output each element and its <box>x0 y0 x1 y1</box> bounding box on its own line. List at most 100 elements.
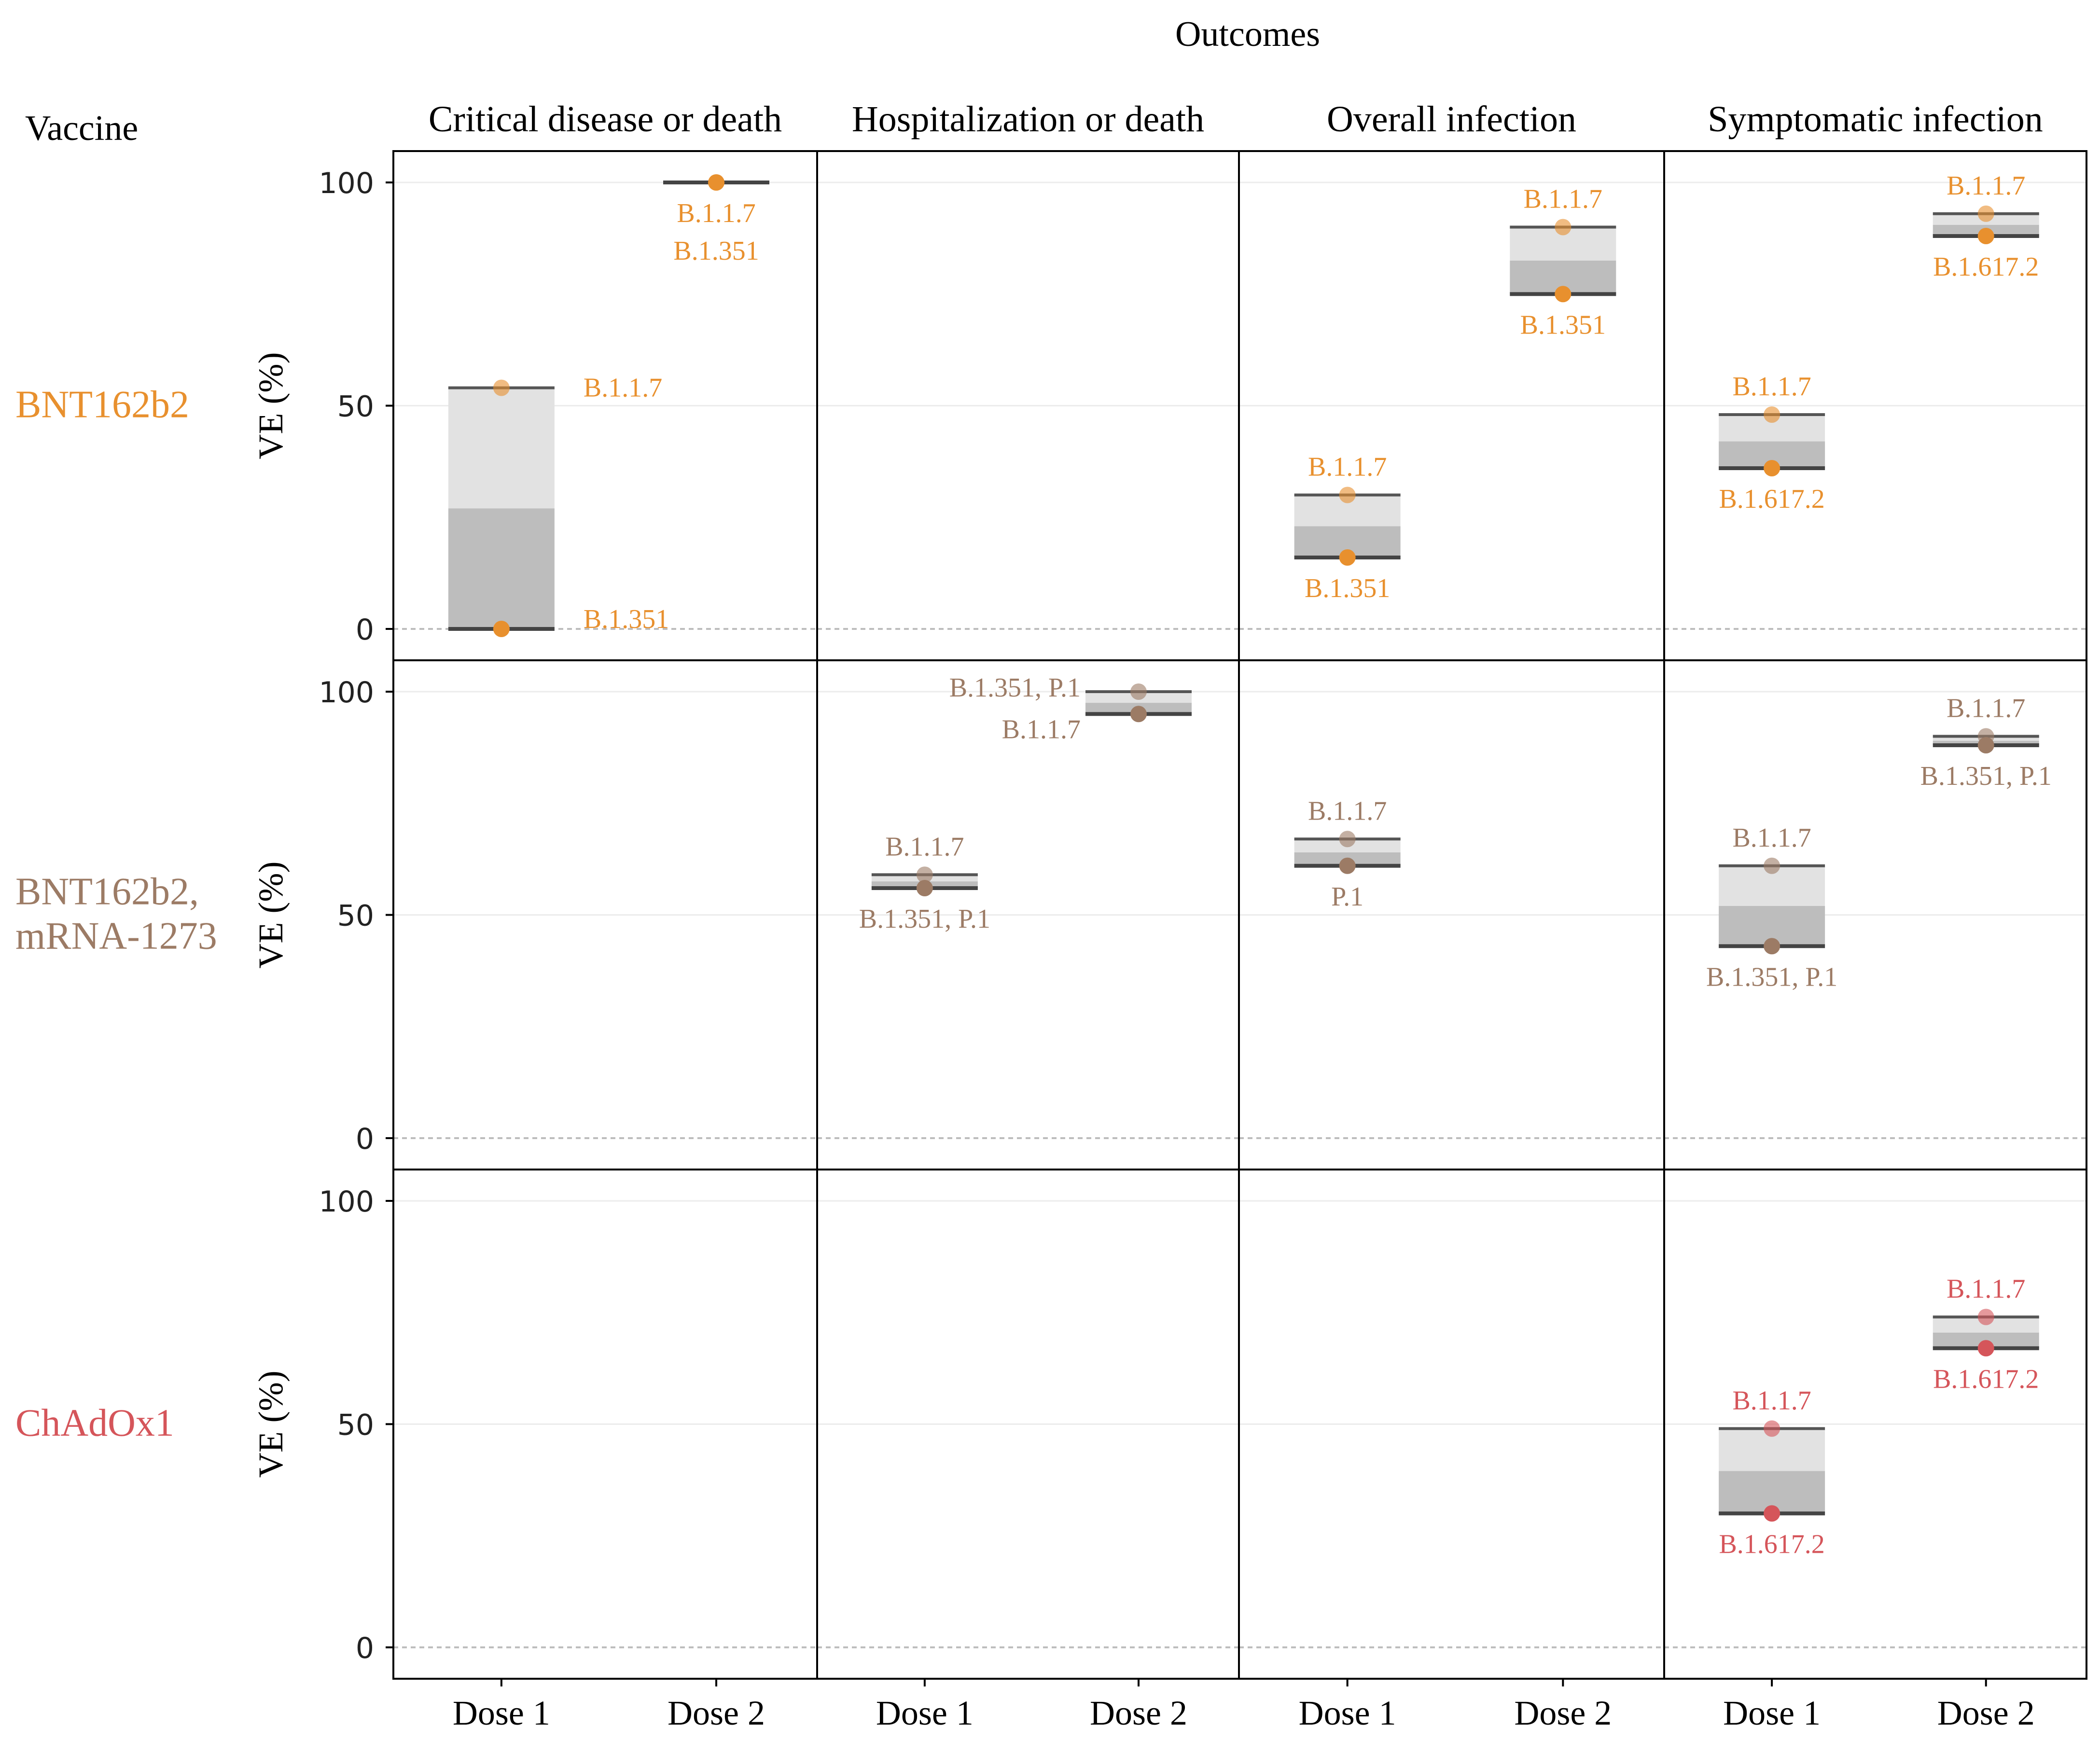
floating-bar <box>1719 857 1825 955</box>
bottom-point <box>1764 460 1780 476</box>
floating-bar <box>1294 831 1401 874</box>
x-tick-label: Dose 2 <box>1514 1694 1612 1732</box>
top-point <box>493 379 510 396</box>
top-point <box>916 866 933 883</box>
variant-label-bottom: B.1.617.2 <box>1933 1364 2039 1394</box>
variant-label-top: B.1.1.7 <box>1947 171 2025 201</box>
x-tick-label: Dose 1 <box>453 1694 550 1732</box>
text-layer: B.1.1.7 B.1.351 B.1.1.7 B.1.351 B.1.1.7 B.1.3… <box>15 99 2052 1732</box>
variant-label-bottom: B.1.1.7 <box>1002 714 1081 744</box>
variant-label-bottom: B.1.617.2 <box>1719 1530 1824 1560</box>
variant-label-bottom: B.1.351, P.1 <box>1706 962 1837 992</box>
x-tick-label: Dose 2 <box>1090 1694 1187 1732</box>
variant-label-top: B.1.351, P.1 <box>949 673 1081 703</box>
floating-bar <box>1933 1309 2039 1357</box>
variant-label-top: B.1.1.7 <box>1308 796 1387 826</box>
outcome-header: Overall infection <box>1327 99 1576 139</box>
variant-label-top: B.1.1.7 <box>584 373 662 403</box>
bottom-point <box>1555 286 1572 303</box>
bottom-point <box>708 174 725 191</box>
bottom-point <box>1977 737 1994 753</box>
x-tick-label: Dose 1 <box>1723 1694 1821 1732</box>
outcome-header: Hospitalization or death <box>852 99 1204 139</box>
top-point <box>1555 219 1572 236</box>
variant-label-bottom: B.1.617.2 <box>1719 484 1824 514</box>
variant-label-bottom: B.1.351 <box>584 604 669 634</box>
floating-bar <box>1510 219 1616 303</box>
variant-label-top: B.1.1.7 <box>1947 694 2025 724</box>
x-tick-label: Dose 2 <box>1937 1694 2035 1732</box>
y-tick-label: 100 <box>319 167 374 200</box>
top-point <box>1764 406 1780 423</box>
variant-label-top: B.1.1.7 <box>1947 1274 2025 1304</box>
bottom-point <box>1764 1505 1780 1522</box>
floating-bar <box>1933 205 2039 244</box>
floating-bar <box>448 379 555 637</box>
bottom-point <box>1130 706 1147 723</box>
floating-bar <box>1719 406 1825 476</box>
bottom-point <box>1977 228 1994 244</box>
variant-label-bottom: B.1.351, P.1 <box>859 904 990 934</box>
y-tick-label: 100 <box>319 1185 374 1219</box>
frame-layer <box>386 150 2087 1686</box>
top-point <box>1339 831 1356 848</box>
chart-title: Outcomes <box>1175 14 1320 54</box>
floating-bar <box>1719 1420 1825 1522</box>
bottom-point <box>1764 938 1780 955</box>
vaccine-label-line: BNT162b2, <box>15 871 199 913</box>
grid-layer <box>393 181 2086 1648</box>
variant-label-bottom: B.1.351 <box>673 236 759 266</box>
floating-bar <box>1294 487 1401 566</box>
y-tick-label: 50 <box>337 899 374 933</box>
floating-bar <box>663 174 770 191</box>
top-point <box>1764 857 1780 874</box>
variant-label-bottom: B.1.351, P.1 <box>1920 761 2052 791</box>
x-tick-label: Dose 1 <box>1299 1694 1396 1732</box>
floating-bar <box>1933 728 2039 753</box>
variant-label-bottom: B.1.351 <box>1520 310 1606 340</box>
outcome-header: Critical disease or death <box>429 99 782 139</box>
x-tick-label: Dose 1 <box>876 1694 974 1732</box>
top-point <box>1977 205 1994 222</box>
variant-label-top: B.1.1.7 <box>1308 452 1387 482</box>
floating-bar <box>871 866 978 896</box>
row-header: Vaccine <box>25 109 138 148</box>
floating-bar <box>1085 683 1192 723</box>
variant-label-top: B.1.1.7 <box>1732 372 1811 402</box>
variant-label-bottom: B.1.351 <box>1305 573 1390 603</box>
y-axis-label: VE (%) <box>251 1371 290 1478</box>
bottom-point <box>916 880 933 896</box>
top-point <box>1977 1309 1994 1325</box>
variant-label-bottom: B.1.617.2 <box>1933 252 2039 282</box>
variant-label-top: B.1.1.7 <box>1524 184 1602 214</box>
vaccine-label-line: mRNA-1273 <box>15 915 217 958</box>
variant-label-top: B.1.1.7 <box>1732 823 1811 853</box>
y-axis-label: VE (%) <box>251 862 290 969</box>
variant-label-top: B.1.1.7 <box>677 198 755 228</box>
y-tick-label: 0 <box>356 613 374 647</box>
y-tick-label: 0 <box>356 1122 374 1156</box>
vaccine-label-line: BNT162b2 <box>15 384 189 426</box>
y-tick-label: 50 <box>337 390 374 424</box>
variant-label-top: B.1.1.7 <box>1732 1386 1811 1416</box>
bottom-point <box>1977 1340 1994 1357</box>
bottom-point <box>1339 857 1356 874</box>
bar-lower-segment <box>448 508 555 629</box>
y-tick-label: 0 <box>356 1631 374 1665</box>
top-point <box>1130 683 1147 700</box>
vaccine-label: BNT162b2, mRNA-1273 <box>15 871 217 958</box>
variant-label-top: B.1.1.7 <box>885 832 964 862</box>
vaccine-label: BNT162b2 <box>15 384 189 426</box>
bottom-point <box>1339 549 1356 566</box>
bottom-point <box>493 621 510 637</box>
top-point <box>1764 1420 1780 1437</box>
top-point <box>1339 487 1356 503</box>
vaccine-label-line: ChAdOx1 <box>15 1402 174 1445</box>
y-tick-label: 50 <box>337 1408 374 1442</box>
y-tick-label: 100 <box>319 676 374 710</box>
variant-label-bottom: P.1 <box>1331 882 1363 912</box>
outcome-header: Symptomatic infection <box>1708 99 2043 139</box>
x-tick-label: Dose 2 <box>668 1694 765 1732</box>
bar-upper-segment <box>448 388 555 509</box>
